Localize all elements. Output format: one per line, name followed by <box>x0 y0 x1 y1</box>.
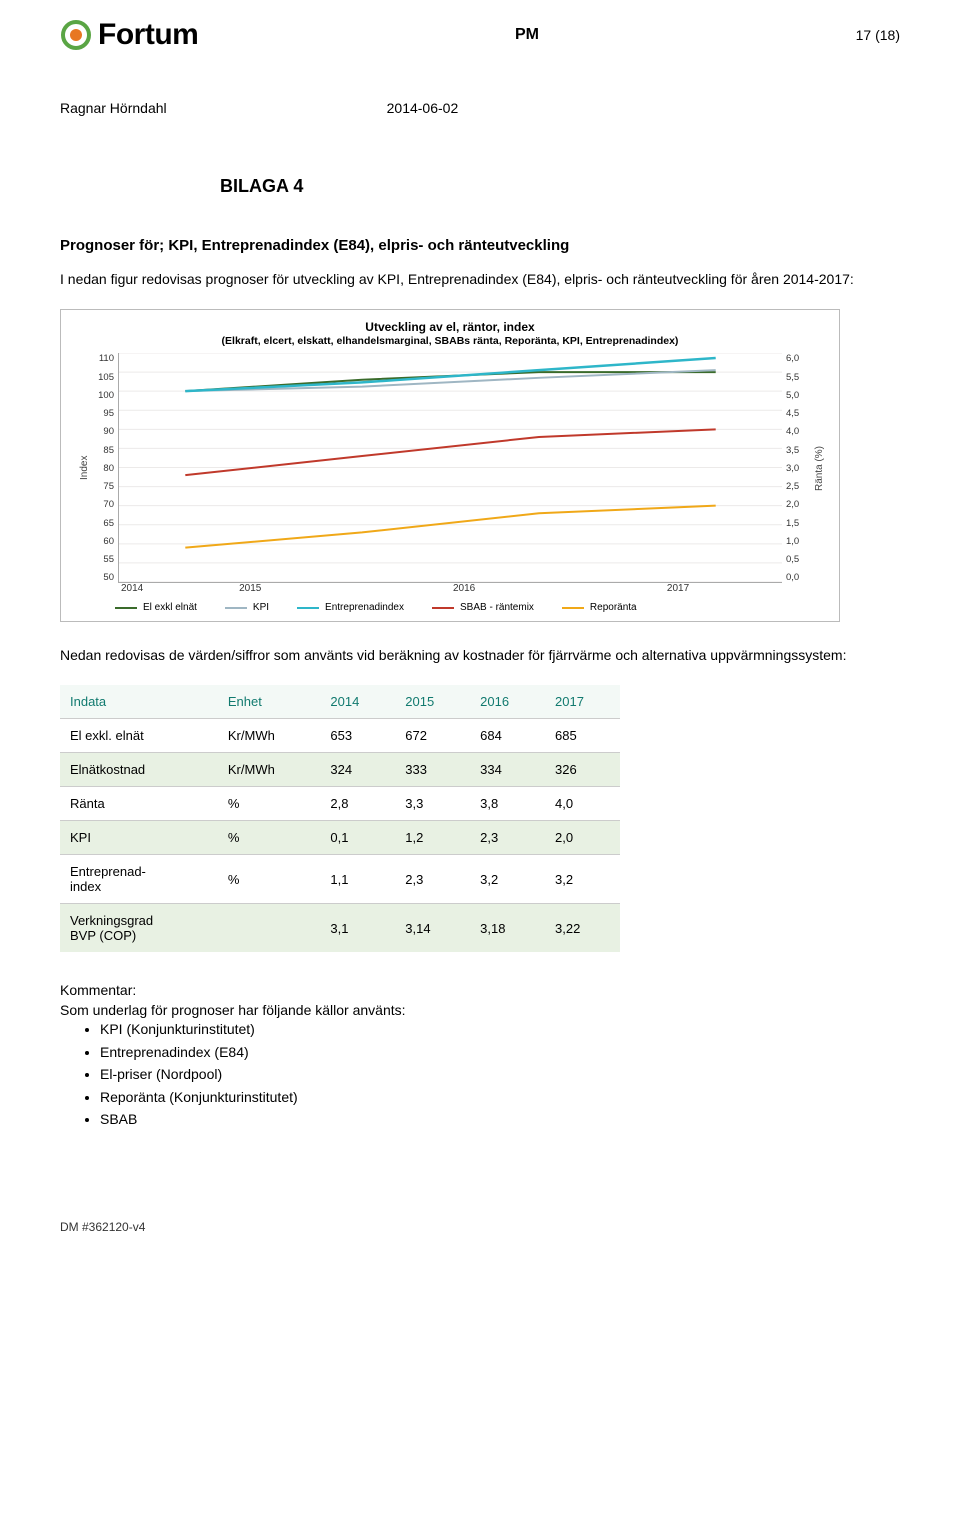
table-cell: Kr/MWh <box>218 753 321 787</box>
table-cell: 326 <box>545 753 620 787</box>
author: Ragnar Hörndahl <box>60 100 167 116</box>
table-cell: VerkningsgradBVP (COP) <box>60 904 218 953</box>
chart-plot-area <box>118 353 782 583</box>
table-cell: 3,1 <box>320 904 395 953</box>
doc-type: PM <box>515 26 539 44</box>
x-ticks: 2014201520162017 <box>121 583 785 594</box>
table-cell: 3,3 <box>395 787 470 821</box>
table-cell: 2,3 <box>470 821 545 855</box>
page-header: Fortum PM 17 (18) <box>60 18 900 52</box>
y-left-label: Index <box>75 353 90 583</box>
table-cell: Kr/MWh <box>218 719 321 753</box>
logo-mark-icon <box>60 19 92 51</box>
table-cell: El exkl. elnät <box>60 719 218 753</box>
input-data-table: IndataEnhet2014201520162017El exkl. elnä… <box>60 685 620 952</box>
list-item: KPI (Konjunkturinstitutet) <box>100 1018 900 1040</box>
table-cell: % <box>218 821 321 855</box>
page-title: BILAGA 4 <box>220 176 900 197</box>
sources-list: KPI (Konjunkturinstitutet)Entreprenadind… <box>100 1018 900 1130</box>
table-cell: % <box>218 787 321 821</box>
table-row: Entreprenad-index%1,12,33,23,2 <box>60 855 620 904</box>
list-item: Entreprenadindex (E84) <box>100 1041 900 1063</box>
logo-text: Fortum <box>98 18 198 52</box>
table-cell: Ränta <box>60 787 218 821</box>
table-cell: 1,2 <box>395 821 470 855</box>
table-header: 2016 <box>470 685 545 719</box>
intro-paragraph: I nedan figur redovisas prognoser för ut… <box>60 270 900 289</box>
table-cell: 3,2 <box>470 855 545 904</box>
table-cell <box>218 904 321 953</box>
table-cell: 4,0 <box>545 787 620 821</box>
chart-subtitle: (Elkraft, elcert, elskatt, elhandelsmarg… <box>75 335 825 347</box>
table-cell: Elnätkostnad <box>60 753 218 787</box>
list-item: El-priser (Nordpool) <box>100 1063 900 1085</box>
list-item: Reporänta (Konjunkturinstitutet) <box>100 1086 900 1108</box>
comment-lead: Som underlag för prognoser har följande … <box>60 1002 900 1018</box>
table-cell: 2,3 <box>395 855 470 904</box>
legend-item: SBAB - räntemix <box>432 602 534 613</box>
table-cell: Entreprenad-index <box>60 855 218 904</box>
mid-paragraph: Nedan redovisas de värden/siffror som an… <box>60 646 900 665</box>
y-right-ticks: 6,05,55,04,54,03,53,02,52,01,51,00,50,0 <box>782 353 810 583</box>
table-cell: 684 <box>470 719 545 753</box>
legend-item: KPI <box>225 602 269 613</box>
byline: Ragnar Hörndahl 2014-06-02 <box>60 100 900 116</box>
table-row: Ränta%2,83,33,84,0 <box>60 787 620 821</box>
subtitle: Prognoser för; KPI, Entreprenadindex (E8… <box>60 237 900 254</box>
table-header: 2014 <box>320 685 395 719</box>
table-header: Indata <box>60 685 218 719</box>
table-cell: 0,1 <box>320 821 395 855</box>
forecast-chart: Utveckling av el, räntor, index (Elkraft… <box>60 309 840 623</box>
date: 2014-06-02 <box>387 100 459 116</box>
table-cell: 3,8 <box>470 787 545 821</box>
table-cell: 672 <box>395 719 470 753</box>
legend-item: Reporänta <box>562 602 637 613</box>
table-row: ElnätkostnadKr/MWh324333334326 <box>60 753 620 787</box>
chart-title: Utveckling av el, räntor, index <box>75 320 825 336</box>
legend-item: Entreprenadindex <box>297 602 404 613</box>
table-cell: % <box>218 855 321 904</box>
y-right-label: Ränta (%) <box>810 353 825 583</box>
table-header: Enhet <box>218 685 321 719</box>
comment-heading: Kommentar: <box>60 982 900 998</box>
chart-svg <box>119 353 782 582</box>
table-cell: 1,1 <box>320 855 395 904</box>
table-cell: 2,0 <box>545 821 620 855</box>
legend-item: El exkl elnät <box>115 602 197 613</box>
list-item: SBAB <box>100 1108 900 1130</box>
table-cell: 653 <box>320 719 395 753</box>
logo: Fortum <box>60 18 198 52</box>
y-left-ticks: 11010510095908580757065605550 <box>90 353 118 583</box>
table-cell: 333 <box>395 753 470 787</box>
table-row: VerkningsgradBVP (COP) 3,13,143,183,22 <box>60 904 620 953</box>
table-cell: 334 <box>470 753 545 787</box>
table-row: KPI%0,11,22,32,0 <box>60 821 620 855</box>
table-cell: 3,2 <box>545 855 620 904</box>
table-cell: 324 <box>320 753 395 787</box>
footer-docid: DM #362120-v4 <box>60 1220 900 1234</box>
table-cell: 3,18 <box>470 904 545 953</box>
page-number: 17 (18) <box>856 27 900 43</box>
table-header: 2015 <box>395 685 470 719</box>
table-cell: KPI <box>60 821 218 855</box>
chart-legend: El exkl elnät KPI Entreprenadindex SBAB - r… <box>115 602 825 613</box>
table-cell: 3,22 <box>545 904 620 953</box>
table-cell: 3,14 <box>395 904 470 953</box>
table-row: El exkl. elnätKr/MWh653672684685 <box>60 719 620 753</box>
table-cell: 685 <box>545 719 620 753</box>
table-header: 2017 <box>545 685 620 719</box>
table-cell: 2,8 <box>320 787 395 821</box>
